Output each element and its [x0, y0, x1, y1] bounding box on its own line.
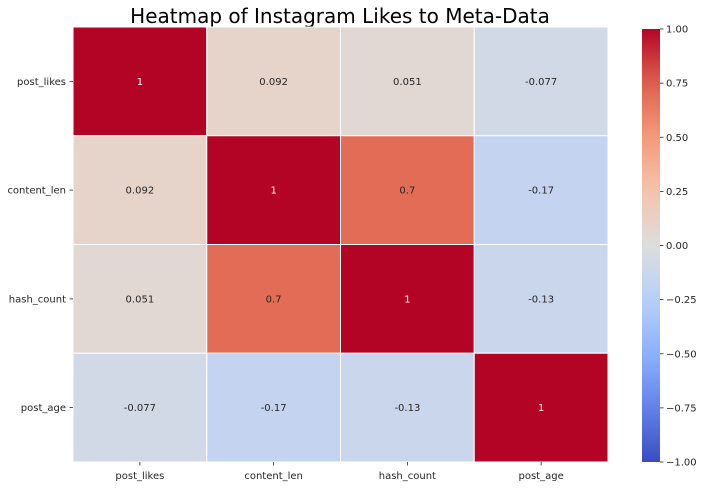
heatmap-cells [72, 26, 609, 463]
cell-value-label: 0.051 [393, 77, 422, 88]
colorbar-tick-label: −0.25 [666, 295, 697, 306]
colorbar-tick-label: −0.75 [666, 403, 697, 414]
y-tick-label: content_len [7, 186, 66, 197]
heatmap-cell [206, 135, 341, 245]
cell-value-label: -0.13 [394, 403, 420, 414]
heatmap-cell [72, 352, 208, 463]
y-tick-label: post_age [21, 403, 66, 414]
heatmap-cell [206, 352, 341, 463]
colorbar-gradient [642, 29, 660, 462]
heatmap-cell [473, 26, 609, 137]
cell-value-label: 1 [538, 403, 544, 414]
colorbar-tick-label: −0.50 [666, 349, 697, 360]
colorbar-tick-label: 1.00 [666, 25, 688, 36]
cell-value-label: -0.077 [525, 77, 557, 88]
cell-value-label: 0.7 [266, 294, 282, 305]
x-axis: post_likes content_len hash_count post_age [115, 462, 564, 482]
cell-value-label: 0.7 [399, 186, 415, 197]
cell-value-label: -0.17 [261, 403, 287, 414]
colorbar-tick-label: 0.25 [666, 187, 688, 198]
y-axis: post_likes content_len hash_count post_age [7, 77, 73, 414]
cell-value-label: 1 [270, 186, 276, 197]
heatmap-cell [340, 26, 475, 137]
colorbar: 1.00 0.75 0.50 0.25 0.00 −0.25 −0.50 −0.75 −1.00 [642, 25, 697, 469]
colorbar-tick-label: 0.75 [666, 79, 688, 90]
cell-value-label: 0.092 [259, 77, 288, 88]
colorbar-tick-label: −1.00 [666, 458, 697, 469]
cell-value-label: -0.17 [528, 186, 554, 197]
cell-value-label: -0.077 [124, 403, 156, 414]
heatmap-cell [72, 26, 208, 137]
x-tick-label: content_len [244, 471, 303, 482]
cell-value-label: 1 [137, 77, 143, 88]
heatmap-cell [206, 244, 341, 354]
y-tick-label: hash_count [9, 294, 66, 305]
heatmap-cell [72, 135, 208, 245]
heatmap-cell [206, 26, 341, 137]
heatmap-cell-labels: 1 0.092 0.051 -0.077 0.092 1 0.7 -0.17 0.051 0.7 1… [124, 77, 558, 414]
cell-value-label: 0.092 [126, 186, 155, 197]
heatmap-cell [473, 135, 609, 245]
cell-value-label: -0.13 [528, 294, 554, 305]
chart-title: Heatmap of Instagram Likes to Meta-Data [130, 4, 550, 28]
heatmap-cell [340, 352, 475, 463]
heatmap-cell [473, 352, 609, 463]
cell-value-label: 0.051 [126, 294, 155, 305]
y-tick-label: post_likes [17, 77, 66, 88]
x-tick-label: hash_count [379, 471, 436, 482]
colorbar-tick-label: 0.00 [666, 241, 688, 252]
colorbar-tick-label: 0.50 [666, 133, 688, 144]
x-tick-label: post_age [519, 471, 564, 482]
cell-value-label: 1 [404, 294, 410, 305]
heatmap-cell [473, 244, 609, 354]
x-tick-label: post_likes [115, 471, 164, 482]
